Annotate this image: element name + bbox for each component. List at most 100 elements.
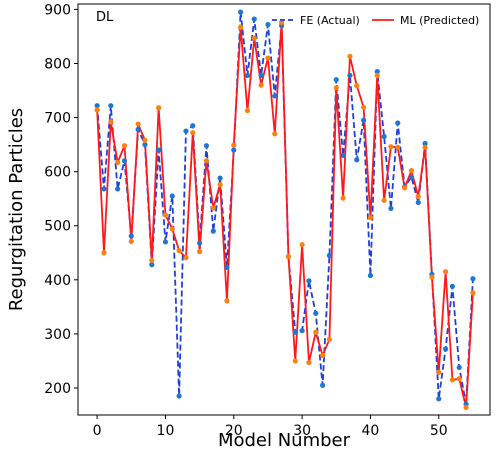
y-tick-label: 900 xyxy=(44,2,71,18)
series-layer xyxy=(94,9,476,411)
data-point-fe-actual xyxy=(367,272,374,279)
axis-ticks: 0 10 20 30 40 50 200 300 400 500 600 700 800 900 xyxy=(44,2,447,439)
data-point-ml-predicted xyxy=(244,107,251,114)
data-point-ml-predicted xyxy=(367,215,374,221)
data-point-ml-predicted xyxy=(135,121,141,127)
data-point-fe-actual xyxy=(162,239,169,245)
data-point-ml-predicted xyxy=(340,195,346,201)
data-point-ml-predicted xyxy=(429,274,435,280)
x-tick-label: 40 xyxy=(362,423,380,439)
x-axis-label: Model Number xyxy=(218,430,351,451)
data-point-ml-predicted xyxy=(470,290,476,296)
data-point-ml-predicted xyxy=(449,377,456,383)
data-point-fe-actual xyxy=(217,175,223,181)
data-point-ml-predicted xyxy=(436,369,442,375)
data-point-ml-predicted xyxy=(231,142,237,148)
data-point-ml-predicted xyxy=(190,130,196,136)
x-tick-label: 0 xyxy=(93,423,102,439)
data-point-fe-actual xyxy=(149,262,155,268)
y-tick-label: 800 xyxy=(44,56,71,72)
data-point-fe-actual xyxy=(299,328,305,334)
data-point-ml-predicted xyxy=(258,82,264,88)
data-point-fe-actual xyxy=(470,276,476,282)
y-axis-label: Regurgitation Particles xyxy=(6,108,27,311)
data-point-fe-actual xyxy=(449,283,456,289)
data-point-ml-predicted xyxy=(381,197,387,203)
data-point-ml-predicted xyxy=(347,53,353,60)
data-point-fe-actual xyxy=(244,72,251,78)
data-point-fe-actual xyxy=(210,228,216,234)
data-point-ml-predicted xyxy=(408,167,415,174)
data-point-fe-actual xyxy=(415,199,421,206)
data-point-fe-actual xyxy=(313,310,319,316)
data-point-ml-predicted xyxy=(374,72,380,78)
data-point-ml-predicted xyxy=(203,158,210,164)
data-point-ml-predicted xyxy=(360,104,367,110)
y-tick-label: 200 xyxy=(44,381,71,397)
data-point-ml-predicted xyxy=(94,107,100,113)
data-point-ml-predicted xyxy=(197,249,203,255)
data-point-ml-predicted xyxy=(210,205,216,211)
series-line-ml-predicted xyxy=(96,21,474,409)
x-tick-label: 50 xyxy=(430,423,448,439)
data-point-fe-actual xyxy=(128,233,134,239)
data-point-fe-actual xyxy=(333,77,339,83)
data-point-ml-predicted xyxy=(401,185,408,191)
data-point-fe-actual xyxy=(422,140,428,147)
data-point-ml-predicted xyxy=(251,35,257,41)
data-point-fe-actual xyxy=(190,123,196,129)
data-point-ml-predicted xyxy=(149,257,155,263)
data-point-ml-predicted xyxy=(354,83,360,89)
data-point-fe-actual xyxy=(169,193,175,199)
data-point-ml-predicted xyxy=(395,144,401,150)
data-point-ml-predicted xyxy=(265,55,271,61)
data-point-fe-actual xyxy=(108,103,114,109)
data-point-ml-predicted xyxy=(217,182,223,188)
data-point-fe-actual xyxy=(231,147,237,153)
data-point-fe-actual xyxy=(292,329,298,335)
data-point-ml-predicted xyxy=(442,269,449,275)
data-point-fe-actual xyxy=(156,147,162,153)
data-point-fe-actual xyxy=(354,157,360,163)
data-point-fe-actual xyxy=(258,72,264,78)
data-point-ml-predicted xyxy=(415,193,421,200)
markers-fe-actual xyxy=(94,9,476,407)
data-point-ml-predicted xyxy=(128,238,134,245)
data-point-fe-actual xyxy=(326,252,333,259)
y-tick-label: 600 xyxy=(44,165,71,181)
y-tick-label: 300 xyxy=(44,327,71,343)
legend-label-fe-actual: FE (Actual) xyxy=(300,14,360,27)
data-point-fe-actual xyxy=(265,21,271,28)
data-point-fe-actual xyxy=(320,382,326,388)
data-point-ml-predicted xyxy=(108,119,114,125)
data-point-ml-predicted xyxy=(313,329,319,335)
data-point-fe-actual xyxy=(176,393,182,399)
data-point-fe-actual xyxy=(251,16,257,22)
data-point-ml-predicted xyxy=(326,336,333,342)
plot-area xyxy=(77,3,491,416)
data-point-ml-predicted xyxy=(299,242,305,248)
y-tick-label: 700 xyxy=(44,111,71,127)
data-point-ml-predicted xyxy=(169,226,175,232)
data-point-fe-actual xyxy=(360,117,367,123)
data-point-ml-predicted xyxy=(156,105,162,111)
data-point-fe-actual xyxy=(395,120,401,126)
data-point-fe-actual xyxy=(442,346,449,352)
data-point-ml-predicted xyxy=(142,137,148,143)
data-point-ml-predicted xyxy=(272,131,278,137)
data-point-ml-predicted xyxy=(162,212,169,218)
data-point-fe-actual xyxy=(374,68,380,75)
data-point-ml-predicted xyxy=(115,159,121,166)
legend-label-ml-predicted: ML (Predicted) xyxy=(400,14,479,27)
y-tick-label: 400 xyxy=(44,273,71,289)
data-point-fe-actual xyxy=(272,93,278,99)
series-ml-predicted xyxy=(96,21,474,409)
markers-ml-predicted xyxy=(94,19,476,411)
data-point-fe-actual xyxy=(101,186,107,192)
data-point-ml-predicted xyxy=(388,144,394,150)
data-point-ml-predicted xyxy=(320,352,326,359)
x-tick-label: 20 xyxy=(225,423,243,439)
data-point-fe-actual xyxy=(224,264,230,270)
y-tick-label: 500 xyxy=(44,219,71,235)
data-point-fe-actual xyxy=(203,143,210,149)
